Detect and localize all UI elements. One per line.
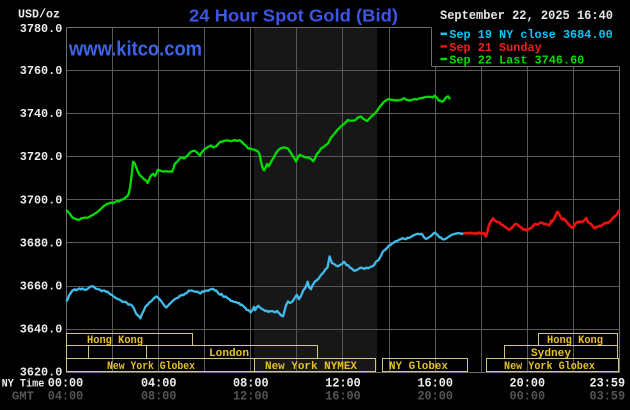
svg-text:23:59: 23:59 — [590, 376, 626, 391]
svg-text:03:59: 03:59 — [590, 389, 626, 404]
svg-text:20:00: 20:00 — [417, 389, 453, 404]
svg-text:NY Globex: NY Globex — [389, 361, 448, 373]
svg-text:00:00: 00:00 — [48, 376, 84, 391]
svg-text:Hong Kong: Hong Kong — [547, 335, 603, 347]
svg-text:3760.0: 3760.0 — [20, 64, 63, 78]
svg-text:London: London — [209, 348, 249, 360]
svg-text:Sep 21 Sunday: Sep 21 Sunday — [449, 41, 541, 55]
svg-text:12:00: 12:00 — [325, 376, 361, 391]
svg-text:3680.0: 3680.0 — [20, 236, 63, 250]
svg-text:24 Hour Spot Gold (Bid): 24 Hour Spot Gold (Bid) — [189, 6, 398, 26]
svg-text:Sep 19 NY close 3684.00: Sep 19 NY close 3684.00 — [449, 28, 612, 42]
svg-text:Sydney: Sydney — [531, 348, 571, 360]
svg-text:04:00: 04:00 — [141, 376, 177, 391]
svg-text:00:00: 00:00 — [510, 389, 546, 404]
svg-text:New York NYMEX: New York NYMEX — [265, 361, 357, 373]
svg-text:GMT: GMT — [12, 390, 34, 404]
svg-text:3780.0: 3780.0 — [20, 22, 63, 36]
svg-text:3640.0: 3640.0 — [20, 323, 63, 337]
svg-text:USD/oz: USD/oz — [18, 8, 60, 22]
svg-text:20:00: 20:00 — [510, 376, 546, 391]
svg-text:New York Globex: New York Globex — [107, 361, 195, 373]
svg-text:NY Time: NY Time — [2, 379, 45, 391]
svg-text:04:00: 04:00 — [48, 389, 84, 404]
svg-text:3620.0: 3620.0 — [20, 366, 63, 380]
svg-text:16:00: 16:00 — [417, 376, 453, 391]
svg-text:September 22, 2025 16:40: September 22, 2025 16:40 — [440, 8, 613, 23]
svg-text:08:00: 08:00 — [233, 376, 269, 391]
svg-text:www.kitco.com: www.kitco.com — [68, 39, 202, 61]
svg-text:16:00: 16:00 — [325, 389, 361, 404]
svg-text:Hong Kong: Hong Kong — [87, 335, 143, 347]
svg-text:08:00: 08:00 — [141, 389, 177, 404]
svg-text:3700.0: 3700.0 — [20, 193, 63, 207]
svg-text:New York Globex: New York Globex — [504, 361, 595, 373]
svg-text:12:00: 12:00 — [233, 389, 269, 404]
svg-text:3720.0: 3720.0 — [20, 150, 63, 164]
svg-text:3660.0: 3660.0 — [20, 280, 63, 294]
svg-text:3740.0: 3740.0 — [20, 107, 63, 121]
svg-text:Sep 22 Last 3746.60: Sep 22 Last 3746.60 — [449, 53, 584, 67]
